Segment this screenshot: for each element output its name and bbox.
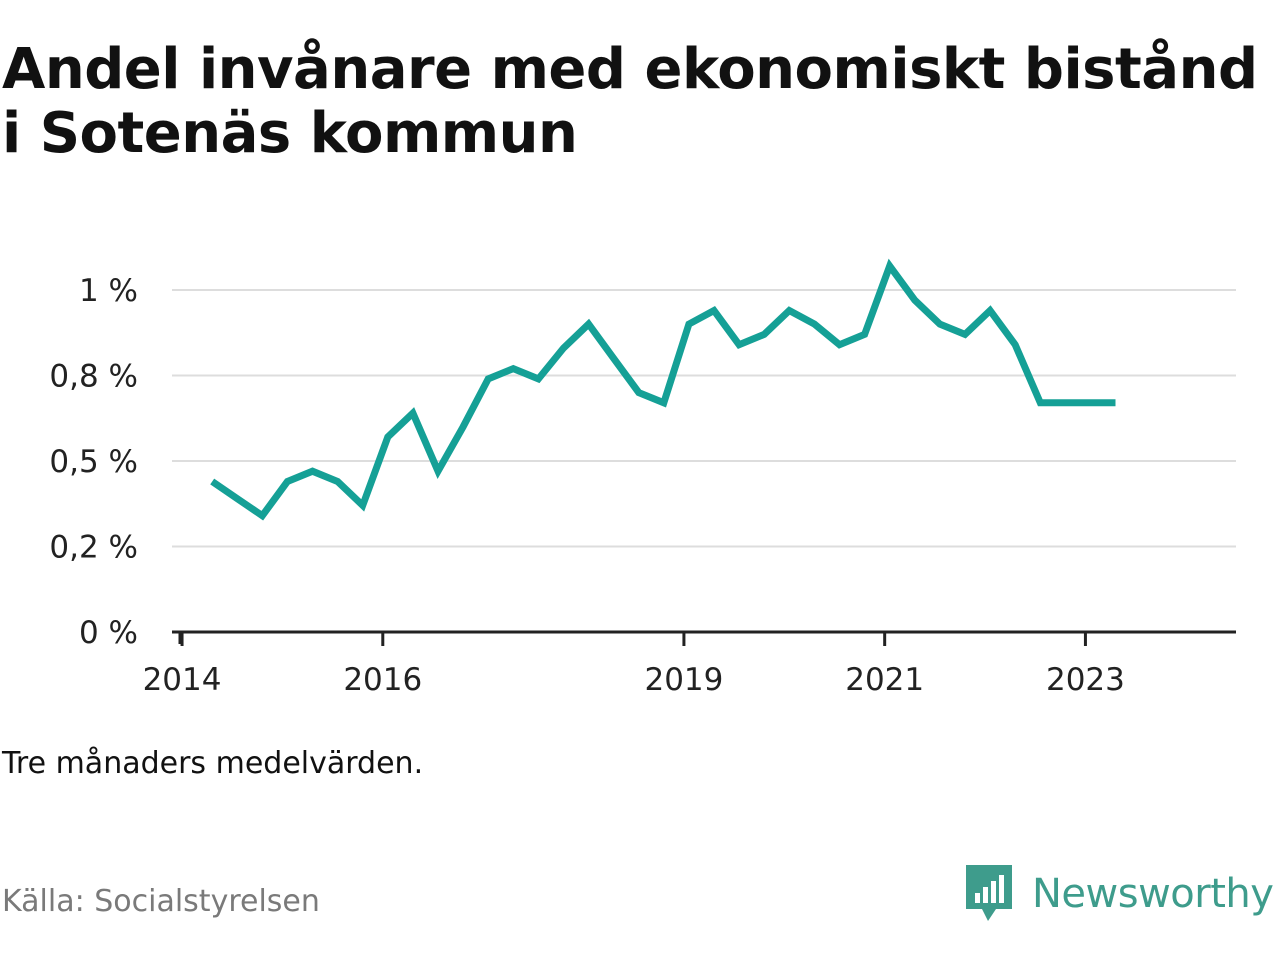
y-tick-label: 1 % <box>79 273 138 309</box>
chart-note: Tre månaders medelvärden. <box>2 746 424 781</box>
x-tick-label: 2016 <box>343 662 422 698</box>
x-axis-labels: 2014 2016 2019 2021 2023 <box>143 662 1125 698</box>
y-tick-label: 0,5 % <box>49 444 138 480</box>
y-axis-labels: 0 % 0,2 % 0,5 % 0,8 % 1 % <box>49 273 138 651</box>
source-credit: Källa: Socialstyrelsen <box>2 884 320 919</box>
brand-name: Newsworthy <box>1032 871 1274 917</box>
y-tick-label: 0 % <box>79 615 138 651</box>
gridlines <box>172 288 1236 548</box>
series-line <box>210 258 1116 521</box>
newsworthy-logo-icon <box>966 865 1012 921</box>
x-axis <box>172 630 1236 646</box>
series-layer <box>210 258 1116 521</box>
x-tick-label: 2019 <box>644 662 723 698</box>
x-tick-label: 2023 <box>1046 662 1125 698</box>
x-tick-label: 2021 <box>845 662 924 698</box>
brand-logo[interactable]: Newsworthy <box>964 862 1274 926</box>
y-tick-label: 0,2 % <box>49 529 138 565</box>
line-chart: 0 %0,2 %0,5 %0,8 %1 % 2014 2016 2019 2021 20… <box>49 258 1236 698</box>
x-tick-label: 2014 <box>143 662 222 698</box>
chart-title: Andel invånare med ekonomiskt bistånd i … <box>2 37 1258 166</box>
y-tick-label: 0,8 % <box>49 358 138 394</box>
